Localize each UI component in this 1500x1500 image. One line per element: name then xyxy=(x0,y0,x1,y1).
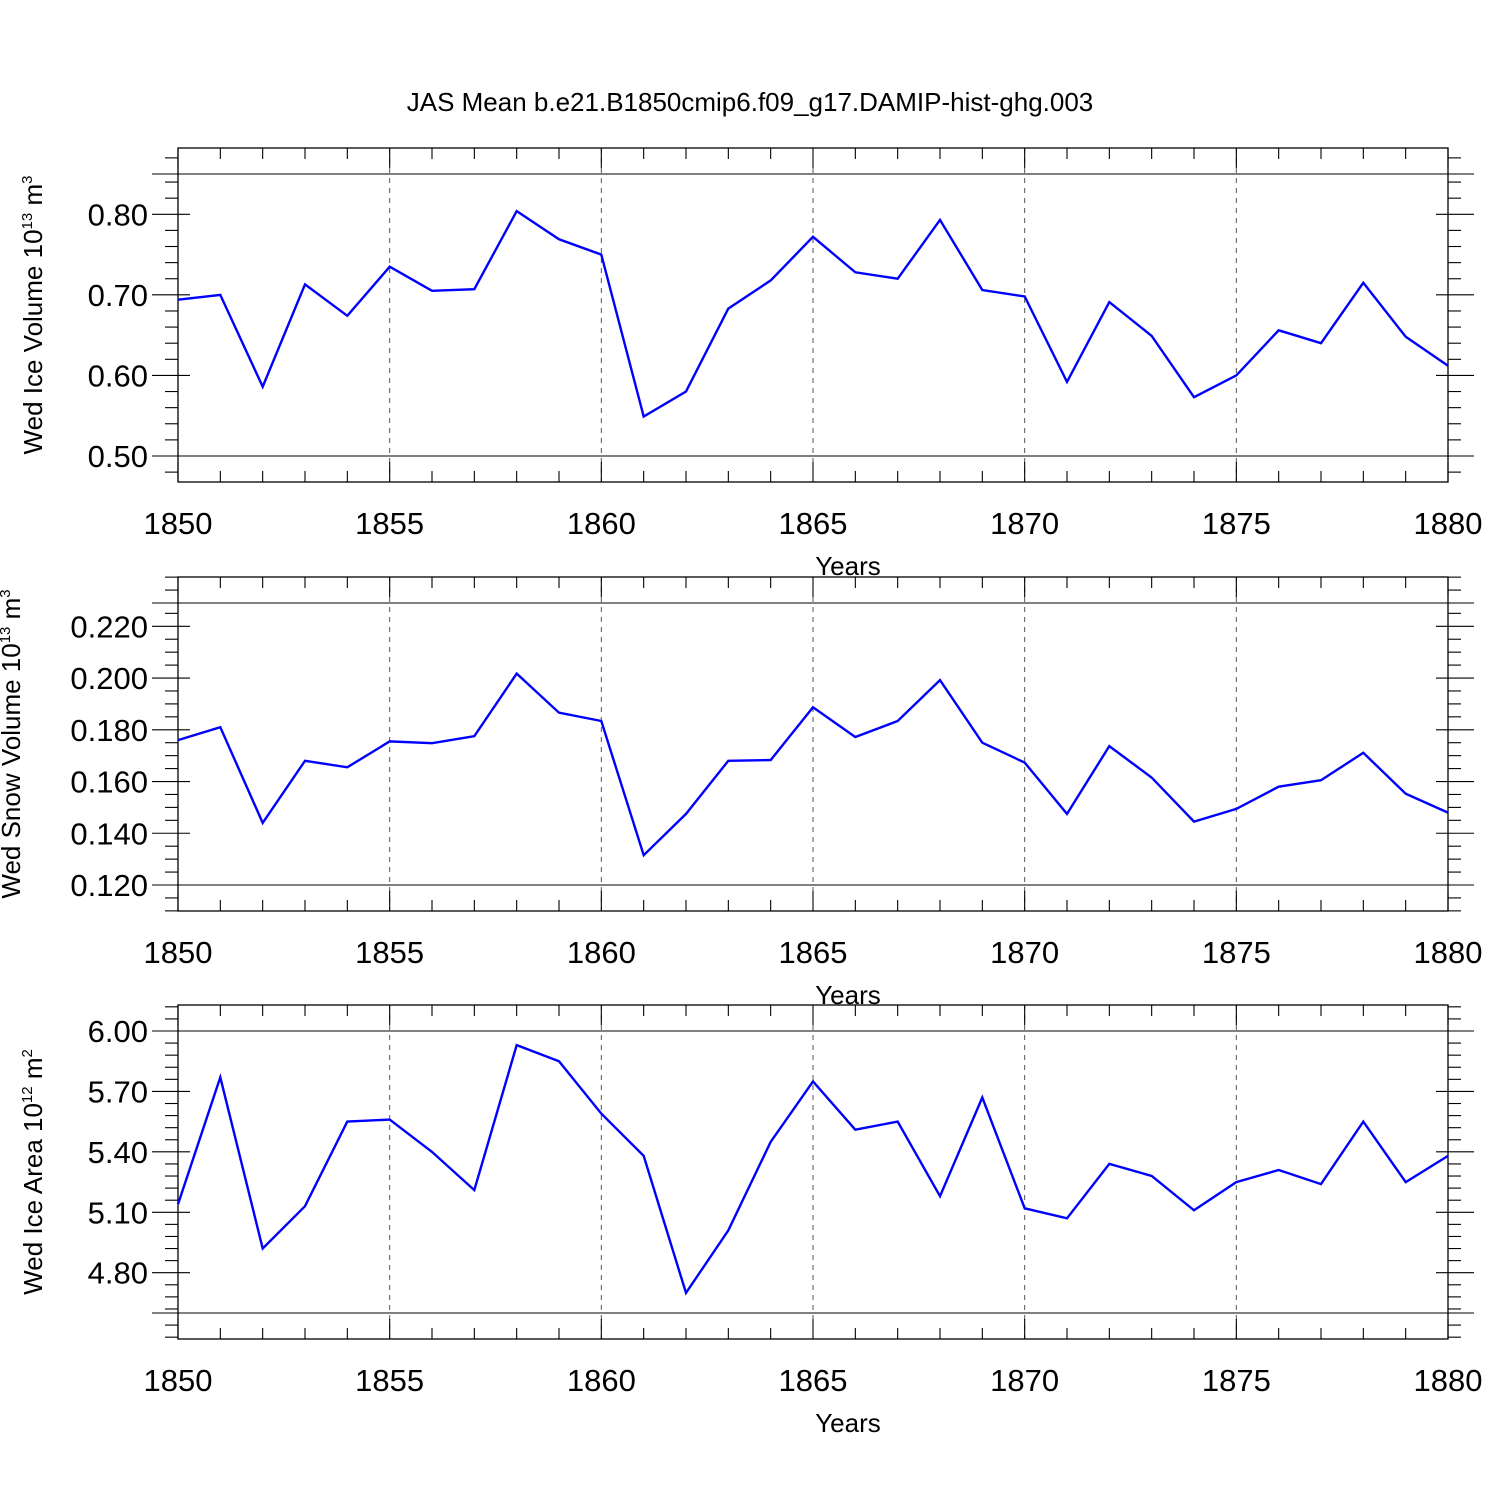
x-tick-label: 1855 xyxy=(355,935,424,970)
x-tick-label: 1860 xyxy=(567,506,636,541)
x-tick-label: 1865 xyxy=(779,506,848,541)
x-tick-label: 1860 xyxy=(567,1363,636,1398)
series-line xyxy=(176,1043,1449,1296)
y-tick-label: 0.200 xyxy=(70,661,148,696)
series-line xyxy=(177,671,1449,858)
x-tick-label: 1850 xyxy=(144,506,213,541)
y-tick-label: 5.40 xyxy=(88,1135,148,1170)
y-axis-title: Wed Ice Volume 1013 m3 xyxy=(18,176,48,455)
series-line xyxy=(177,209,1449,419)
y-tick-label: 0.70 xyxy=(88,278,148,313)
y-axis-title: Wed Ice Area 1012 m2 xyxy=(18,1049,48,1295)
y-tick-label: 0.50 xyxy=(88,439,148,474)
y-tick-label: 5.70 xyxy=(88,1074,148,1109)
chart-panels: 0.50 0.60 0.70 0.80 1850 1855 1860 1865 1870 1875… xyxy=(0,147,1483,1438)
y-tick-label: 0.220 xyxy=(70,609,148,644)
figure-title: JAS Mean b.e21.B1850cmip6.f09_g17.DAMIP-… xyxy=(407,87,1094,117)
chart-panel-2: 0.120 0.140 0.160 0.180 0.200 0.220 1850 1855 18… xyxy=(0,576,1483,1010)
x-tick-label: 1880 xyxy=(1414,1363,1483,1398)
x-tick-label: 1860 xyxy=(567,935,636,970)
y-axis-title: Wed Snow Volume 1013 m3 xyxy=(0,589,26,898)
y-tick-label: 0.140 xyxy=(70,816,148,851)
y-tick-label: 6.00 xyxy=(88,1014,148,1049)
x-tick-label: 1865 xyxy=(779,935,848,970)
x-tick-label: 1870 xyxy=(990,1363,1059,1398)
x-axis-title: Years xyxy=(815,1408,881,1438)
y-tick-label: 4.80 xyxy=(88,1256,148,1291)
x-tick-label: 1875 xyxy=(1202,1363,1271,1398)
x-tick-label: 1870 xyxy=(990,935,1059,970)
x-tick-label: 1855 xyxy=(355,506,424,541)
y-tick-label: 0.160 xyxy=(70,765,148,800)
y-tick-label: 0.180 xyxy=(70,713,148,748)
x-tick-label: 1865 xyxy=(779,1363,848,1398)
x-tick-label: 1870 xyxy=(990,506,1059,541)
x-tick-label: 1880 xyxy=(1414,506,1483,541)
x-tick-label: 1880 xyxy=(1414,935,1483,970)
chart-panel-3: 4.80 5.10 5.40 5.70 6.00 1850 1855 1860 1865 1870… xyxy=(18,1004,1483,1438)
x-tick-label: 1850 xyxy=(144,935,213,970)
y-tick-label: 0.120 xyxy=(70,868,148,903)
x-axis-title: Years xyxy=(815,551,881,581)
x-tick-label: 1850 xyxy=(144,1363,213,1398)
x-tick-label: 1855 xyxy=(355,1363,424,1398)
x-tick-label: 1875 xyxy=(1202,935,1271,970)
y-tick-label: 0.80 xyxy=(88,197,148,232)
y-tick-label: 5.10 xyxy=(88,1195,148,1230)
y-tick-label: 0.60 xyxy=(88,358,148,393)
x-tick-label: 1875 xyxy=(1202,506,1271,541)
chart-panel-1: 0.50 0.60 0.70 0.80 1850 1855 1860 1865 1870 1875… xyxy=(18,147,1483,581)
